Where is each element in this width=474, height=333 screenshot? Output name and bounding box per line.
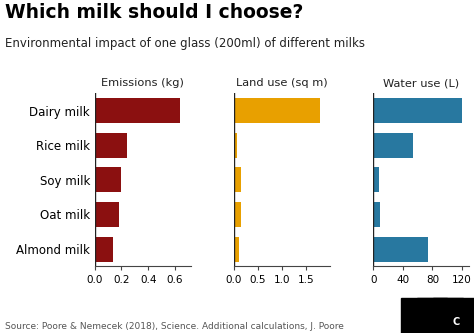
Bar bbox=[95, 98, 180, 123]
Bar bbox=[234, 167, 241, 192]
Title: Emissions (kg): Emissions (kg) bbox=[101, 78, 184, 88]
Title: Land use (sq m): Land use (sq m) bbox=[236, 78, 328, 88]
Text: B: B bbox=[420, 317, 428, 327]
Bar bbox=[234, 237, 239, 261]
Bar bbox=[373, 167, 379, 192]
Text: Source: Poore & Nemecek (2018), Science. Additional calculations, J. Poore: Source: Poore & Nemecek (2018), Science.… bbox=[5, 322, 344, 331]
Bar bbox=[373, 202, 380, 227]
Bar bbox=[373, 98, 462, 123]
Bar bbox=[95, 237, 113, 261]
Bar bbox=[234, 133, 237, 158]
Bar bbox=[234, 98, 320, 123]
Title: Water use (L): Water use (L) bbox=[383, 78, 459, 88]
Bar bbox=[95, 202, 119, 227]
Bar bbox=[373, 133, 413, 158]
Text: B: B bbox=[437, 317, 444, 327]
Text: C: C bbox=[453, 317, 460, 327]
Bar bbox=[95, 133, 127, 158]
Text: Environmental impact of one glass (200ml) of different milks: Environmental impact of one glass (200ml… bbox=[5, 37, 365, 50]
Bar bbox=[234, 202, 241, 227]
Bar bbox=[95, 167, 121, 192]
Text: Which milk should I choose?: Which milk should I choose? bbox=[5, 3, 303, 22]
Bar bbox=[373, 237, 428, 261]
